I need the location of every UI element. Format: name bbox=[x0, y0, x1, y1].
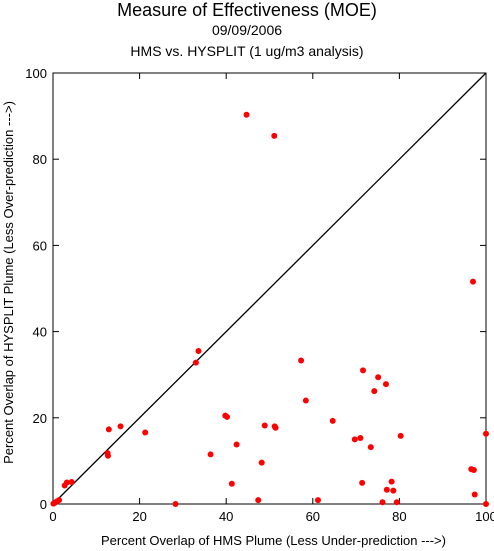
data-point bbox=[483, 430, 489, 437]
x-axis-label: Percent Overlap of HMS Plume (Less Under… bbox=[101, 533, 446, 548]
axis-ticks: 0 20 40 60 80 100 0 20 40 60 80 100 bbox=[25, 66, 494, 524]
y-tick-label: 0 bbox=[40, 497, 47, 512]
data-point bbox=[329, 417, 336, 424]
data-point bbox=[393, 499, 400, 506]
data-point bbox=[383, 486, 390, 493]
data-point bbox=[172, 501, 179, 507]
data-point bbox=[117, 423, 124, 430]
reference-line bbox=[52, 72, 487, 505]
data-point bbox=[382, 381, 389, 388]
data-point bbox=[351, 436, 358, 443]
data-point bbox=[388, 478, 395, 485]
y-axis-label: Percent Overlap of HYSPLIT Plume (Less O… bbox=[1, 101, 16, 464]
data-point bbox=[302, 397, 309, 404]
data-point bbox=[298, 357, 305, 364]
y-tick-label: 100 bbox=[25, 66, 47, 81]
y-tick-label: 40 bbox=[33, 325, 47, 340]
data-point bbox=[375, 374, 382, 381]
data-point bbox=[367, 444, 374, 451]
x-tick-label: 20 bbox=[132, 509, 146, 524]
data-point bbox=[271, 132, 278, 139]
x-tick-label: 80 bbox=[392, 509, 406, 524]
data-point bbox=[104, 452, 111, 459]
data-point bbox=[390, 487, 397, 494]
data-point bbox=[379, 499, 386, 506]
data-point bbox=[255, 497, 262, 504]
y-tick-label: 80 bbox=[33, 152, 47, 167]
data-point bbox=[272, 424, 279, 431]
data-point bbox=[142, 429, 149, 436]
data-point bbox=[258, 459, 265, 466]
x-tick-label: 0 bbox=[49, 509, 56, 524]
data-point bbox=[207, 451, 214, 458]
data-point bbox=[360, 367, 367, 374]
y-tick-label: 60 bbox=[33, 238, 47, 253]
data-point bbox=[243, 111, 250, 118]
data-point bbox=[397, 432, 404, 439]
x-tick-label: 60 bbox=[306, 509, 320, 524]
data-point bbox=[471, 491, 478, 498]
x-tick-label: 40 bbox=[219, 509, 233, 524]
data-point bbox=[228, 480, 235, 487]
data-point bbox=[105, 426, 112, 433]
chart-date: 09/09/2006 bbox=[211, 22, 283, 38]
data-point bbox=[357, 435, 364, 442]
data-point bbox=[470, 466, 477, 473]
data-points bbox=[50, 111, 489, 507]
data-point bbox=[68, 479, 75, 486]
data-point bbox=[483, 501, 489, 507]
data-point bbox=[192, 359, 199, 366]
data-point bbox=[63, 479, 70, 486]
data-point bbox=[261, 422, 268, 429]
data-point bbox=[233, 441, 240, 448]
data-point bbox=[371, 388, 378, 395]
chart-subtitle: HMS vs. HYSPLIT (1 ug/m3 analysis) bbox=[130, 43, 364, 59]
y-tick-label: 20 bbox=[33, 411, 47, 426]
data-point bbox=[359, 479, 366, 486]
data-point bbox=[56, 497, 63, 504]
plot-frame bbox=[52, 72, 487, 505]
data-point bbox=[224, 413, 231, 420]
data-point bbox=[314, 497, 321, 504]
data-point bbox=[470, 278, 477, 285]
chart-title: Measure of Effectiveness (MOE) bbox=[117, 0, 377, 20]
x-tick-label: 100 bbox=[475, 509, 494, 524]
data-point bbox=[195, 347, 202, 354]
